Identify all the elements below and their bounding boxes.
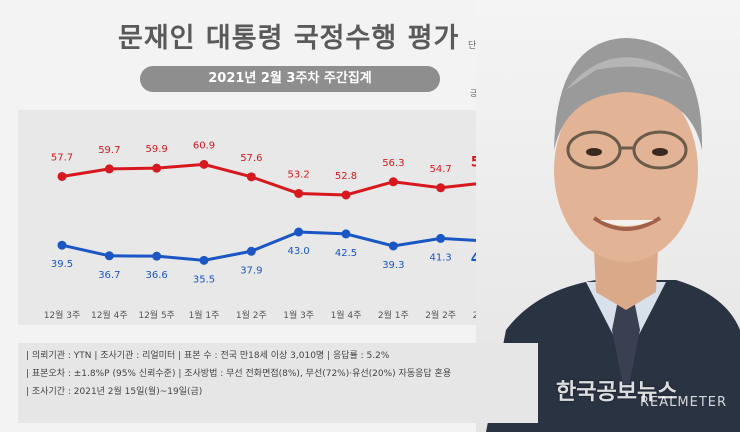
x-tick-label: 1월 4주 <box>331 309 362 321</box>
data-point <box>104 164 114 174</box>
plot-background <box>18 110 518 325</box>
data-point <box>294 188 304 198</box>
portrait-image <box>476 0 740 432</box>
data-label: 57.7 <box>51 152 73 163</box>
data-label: 41.3 <box>430 252 452 263</box>
survey-info-box: | 의뢰기관 : YTN | 조사기관 : 리얼미터 | 표본 수 : 전국 만… <box>18 343 538 423</box>
data-point <box>246 172 256 182</box>
data-point <box>341 229 351 239</box>
data-label: 36.7 <box>98 270 120 281</box>
data-label: 53.2 <box>288 169 310 180</box>
data-point <box>57 240 67 250</box>
data-point <box>436 233 446 243</box>
data-point <box>152 251 162 261</box>
page-title: 문재인 대통령 국정수행 평가 <box>118 23 460 54</box>
data-point <box>341 190 351 200</box>
subtitle-pill: 2021년 2월 3주차 주간집계 <box>140 66 440 92</box>
watermark-text: 한국공보뉴스 <box>556 380 678 405</box>
data-point <box>388 177 398 187</box>
x-tick-label: 1월 3주 <box>283 309 314 321</box>
watermark-realmeter: REALMETER <box>640 395 727 410</box>
data-label: 39.5 <box>51 259 73 270</box>
data-label: 37.9 <box>240 265 262 276</box>
data-point <box>199 159 209 169</box>
data-point <box>436 183 446 193</box>
survey-info-line: | 의뢰기관 : YTN | 조사기관 : 리얼미터 | 표본 수 : 전국 만… <box>26 351 390 361</box>
data-point <box>246 246 256 256</box>
data-label: 60.9 <box>193 140 215 151</box>
x-tick-label: 12월 5주 <box>138 309 175 321</box>
data-label: 56.3 <box>382 158 404 169</box>
data-label: 59.9 <box>146 144 168 155</box>
data-label: 43.0 <box>288 246 310 257</box>
data-point <box>104 251 114 261</box>
x-tick-label: 1월 2주 <box>236 309 267 321</box>
x-tick-label: 12월 3주 <box>44 309 81 321</box>
data-label: 59.7 <box>98 145 120 156</box>
survey-info-line: | 조사기간 : 2021년 2월 15일(월)~19일(금) <box>26 387 203 397</box>
data-point <box>294 227 304 237</box>
data-point <box>152 163 162 173</box>
data-label: 35.5 <box>193 274 215 285</box>
data-label: 54.7 <box>430 164 452 175</box>
data-label: 36.6 <box>146 270 168 281</box>
data-label: 52.8 <box>335 171 357 182</box>
data-point <box>199 255 209 265</box>
x-tick-label: 1월 1주 <box>189 309 220 321</box>
x-tick-label: 2월 1주 <box>378 309 409 321</box>
data-point <box>57 171 67 181</box>
series-line-negative <box>61 162 489 197</box>
x-tick-label: 12월 4주 <box>91 309 128 321</box>
data-label: 57.6 <box>240 153 262 164</box>
data-point <box>388 241 398 251</box>
series-line-positive <box>61 230 489 262</box>
data-label: 39.3 <box>382 260 404 271</box>
x-tick-label: 2월 2주 <box>425 309 456 321</box>
survey-info-line: | 표본오차 : ±1.8%P (95% 신뢰수준) | 조사방법 : 무선 전… <box>26 369 452 379</box>
data-label: 42.5 <box>335 248 357 259</box>
